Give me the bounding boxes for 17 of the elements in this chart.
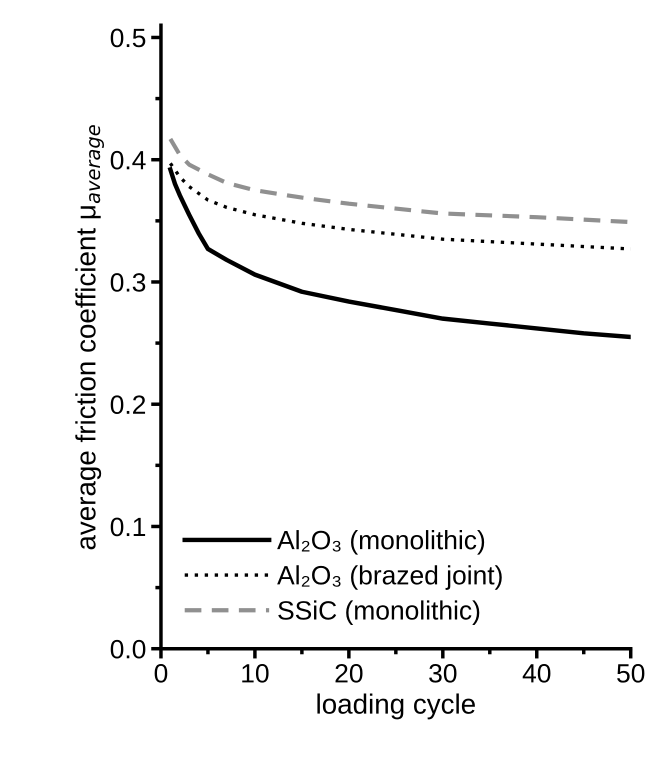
x-axis-title: loading cycle (317, 693, 475, 720)
y-tick-label: 0.5 (110, 28, 146, 48)
y-tick-label: 0.1 (110, 518, 146, 536)
y-axis-title: average friction coefficient μ$_{average}$ (75, 125, 104, 550)
x-tick-label: 40 (522, 664, 550, 683)
x-tick-label: 50 (617, 664, 644, 683)
y-tick-label: 0.2 (110, 395, 146, 414)
y-tick-label: 0.4 (110, 150, 146, 170)
x-tick-label: 0 (154, 664, 168, 683)
legend-label: Al₂O₃ (monolithic) (277, 530, 484, 555)
legend-label: Al₂O₃ (brazed joint) (277, 565, 502, 590)
y-tick-label: 0.0 (110, 640, 146, 659)
x-tick-label: 10 (242, 664, 269, 683)
y-tick-label: 0.3 (110, 273, 146, 292)
x-tick-label: 20 (336, 664, 363, 683)
x-tick-label: 30 (429, 664, 456, 683)
legend-label: SSiC (monolithic) (278, 600, 480, 625)
